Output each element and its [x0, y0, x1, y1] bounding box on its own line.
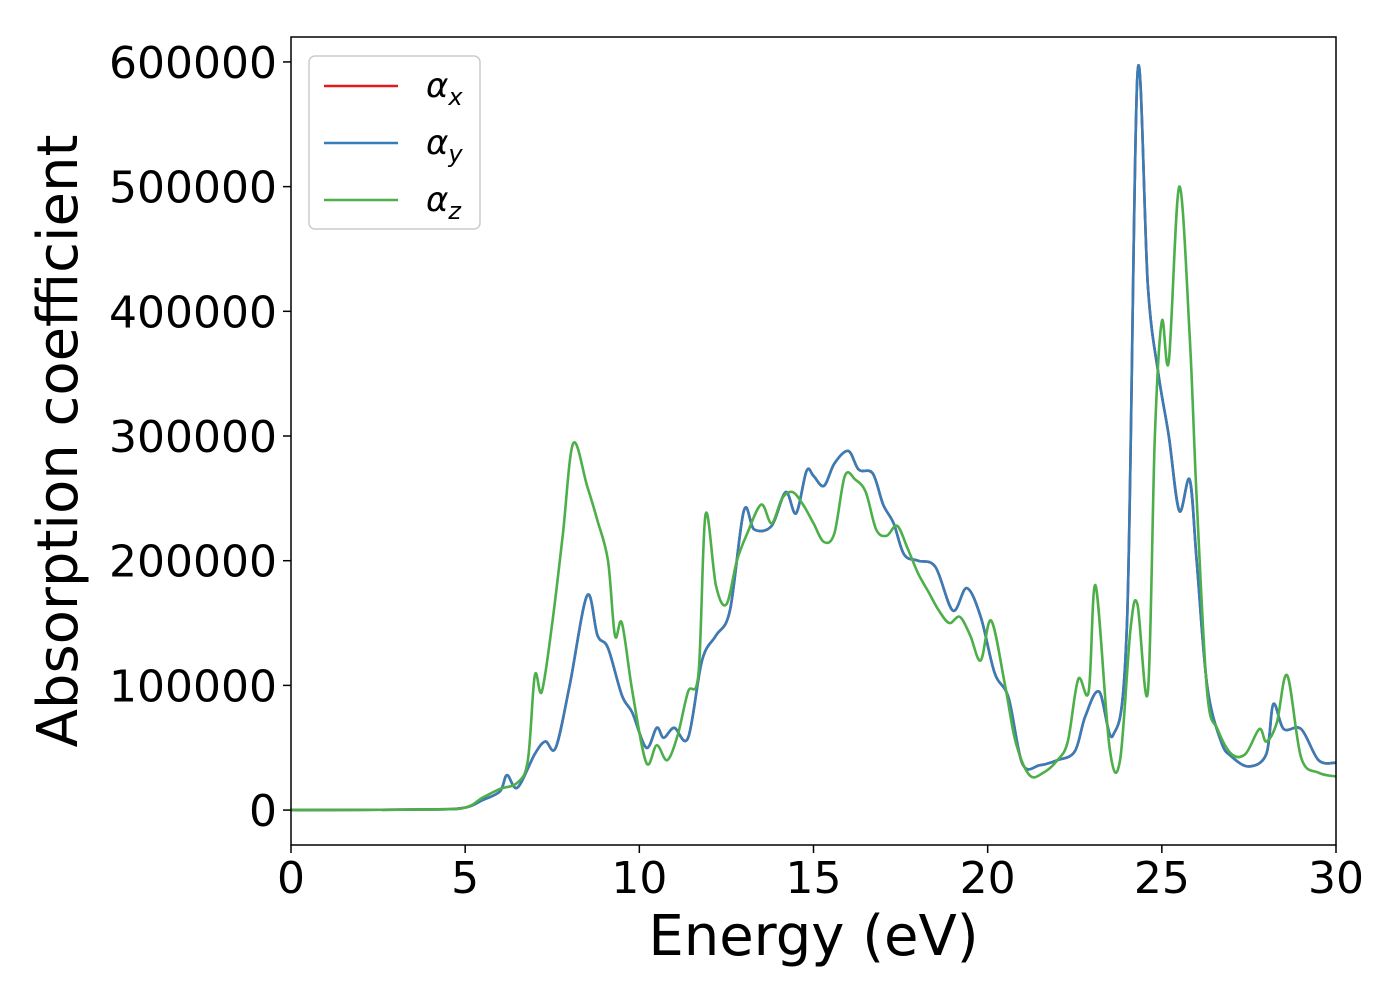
y-tick-label: 300000: [109, 412, 277, 463]
series-line-y: [290, 63, 1337, 812]
legend-label-z: αz: [426, 180, 462, 225]
legend-subscript-y: y: [447, 140, 463, 168]
y-tick-label: 400000: [109, 287, 277, 338]
x-tick-label: 0: [277, 853, 305, 904]
legend-subscript-x: x: [447, 83, 463, 111]
x-tick-label: 10: [611, 853, 667, 904]
y-tick-label: 100000: [109, 661, 277, 712]
series-line-z: [290, 185, 1337, 812]
series-layer: [290, 63, 1337, 812]
legend-subscript-z: z: [447, 197, 462, 225]
x-tick-label: 5: [451, 853, 479, 904]
ticks-layer: 0 5 10 15 20 25 30 0 100000 200000 300000 400000 500…: [109, 38, 1364, 904]
x-tick-label: 25: [1134, 853, 1190, 904]
y-tick-label: 500000: [109, 163, 277, 214]
x-axis-label: Energy (eV): [648, 904, 978, 969]
y-axis-label: Absorption coefficient: [26, 135, 91, 748]
x-tick-label: 15: [786, 853, 842, 904]
y-tick-label: 200000: [109, 537, 277, 588]
y-tick-label: 600000: [109, 38, 277, 89]
y-tick-label: 0: [249, 786, 277, 837]
x-tick-label: 30: [1308, 853, 1364, 904]
x-tick-label: 20: [960, 853, 1016, 904]
